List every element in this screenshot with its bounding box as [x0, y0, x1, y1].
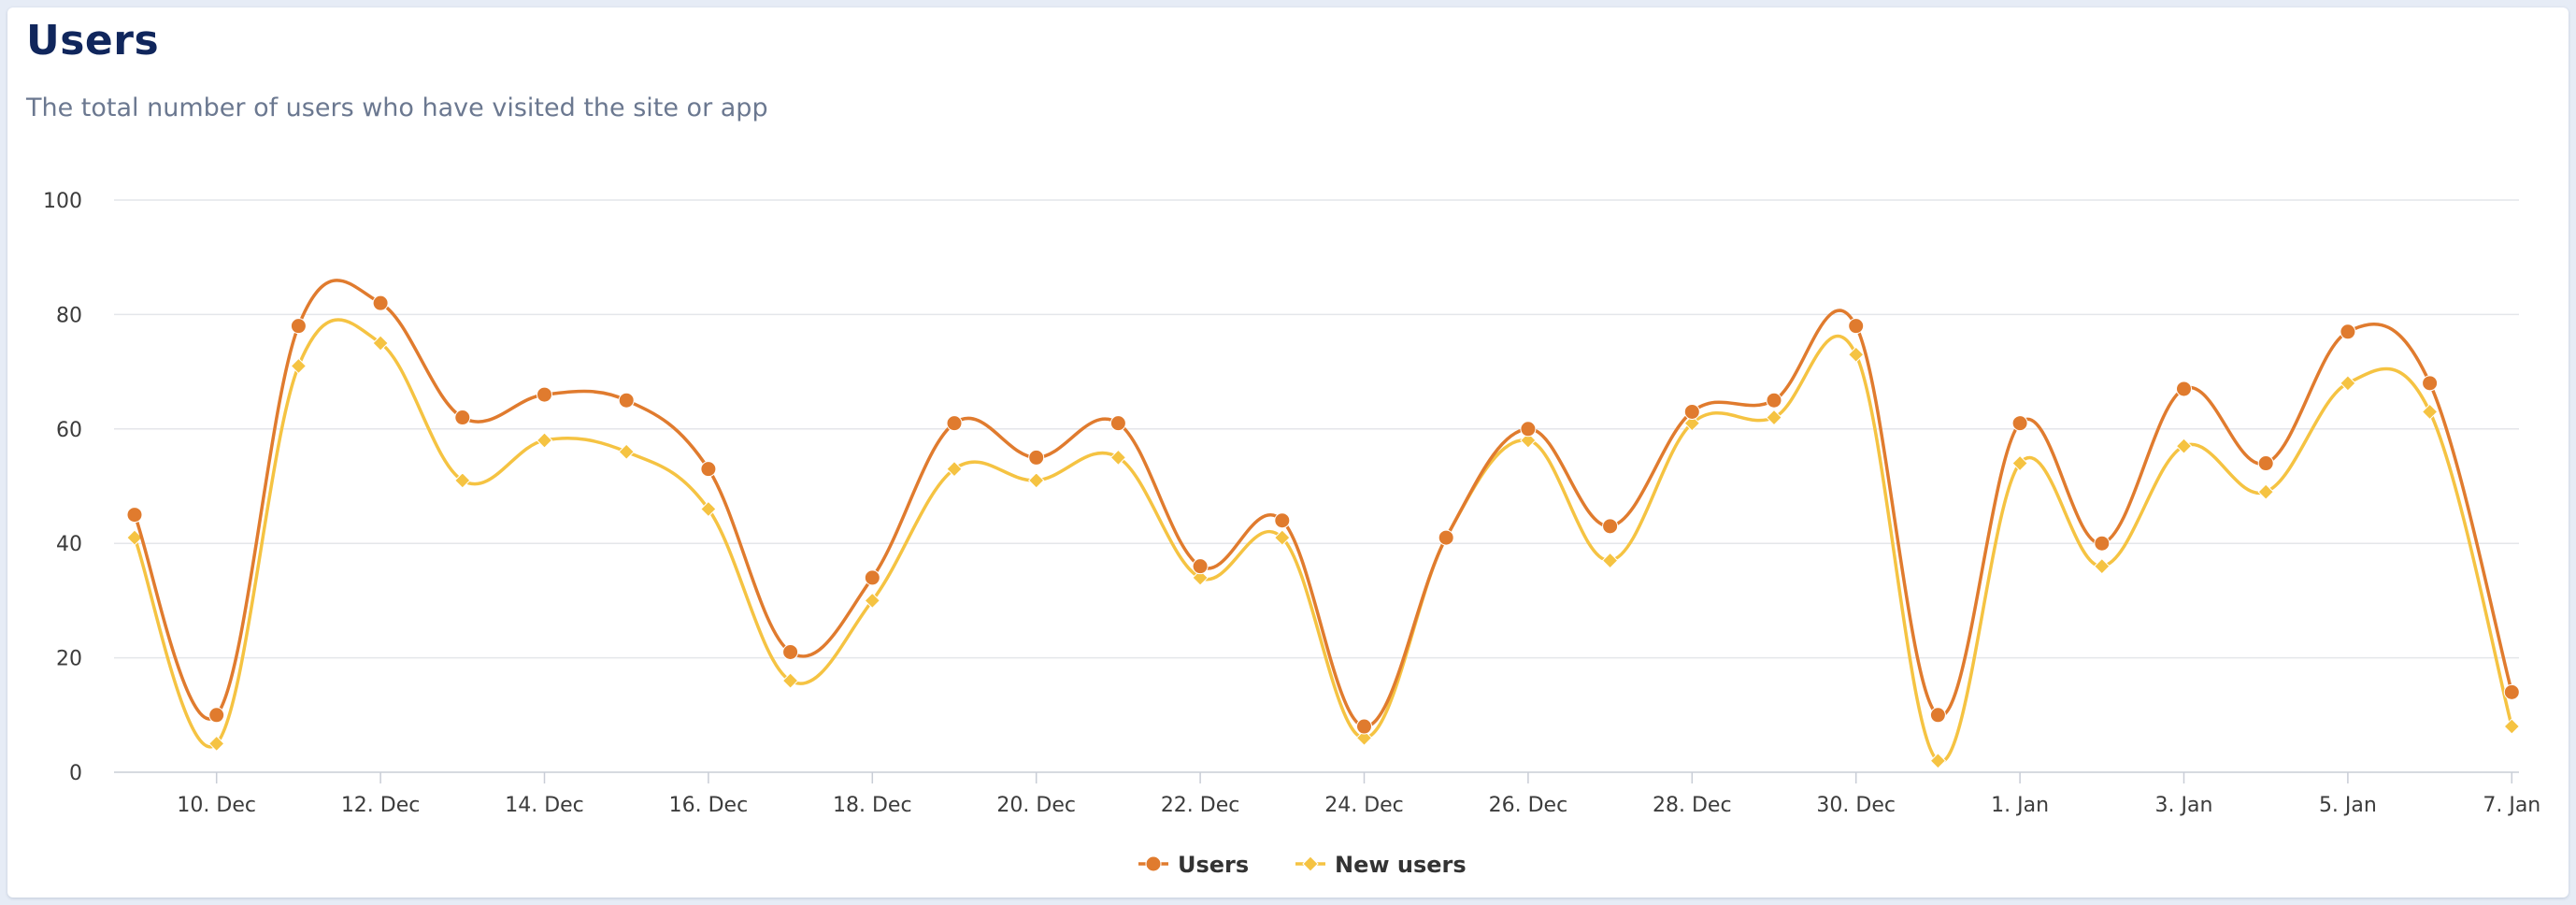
data-point-users[interactable] [2340, 323, 2356, 340]
data-point-new-users[interactable] [2421, 403, 2439, 421]
data-point-users[interactable] [700, 461, 717, 478]
data-point-new-users[interactable] [618, 443, 635, 460]
data-point-new-users[interactable] [290, 357, 308, 375]
data-point-users[interactable] [782, 643, 799, 660]
x-tick-label: 16. Dec [669, 794, 749, 817]
data-point-new-users[interactable] [1192, 569, 1209, 586]
data-point-users[interactable] [2176, 381, 2192, 397]
data-point-users[interactable] [1848, 318, 1865, 335]
y-tick-label: 0 [69, 762, 82, 785]
x-tick-label: 7. Jan [2483, 794, 2540, 817]
y-tick-label: 100 [43, 190, 82, 213]
x-tick-label: 20. Dec [996, 794, 1076, 817]
data-point-new-users[interactable] [372, 335, 389, 352]
legend-label-users: Users [1178, 852, 1249, 878]
data-point-new-users[interactable] [2094, 557, 2111, 575]
data-point-new-users[interactable] [1520, 432, 1537, 449]
grid-lines [114, 199, 2519, 773]
data-point-new-users[interactable] [1683, 414, 1701, 432]
legend-item-users[interactable]: Users [1138, 852, 1249, 878]
legend-label-new-users: New users [1335, 852, 1467, 878]
data-point-users[interactable] [2094, 535, 2111, 552]
y-tick-label: 80 [56, 304, 82, 327]
data-point-new-users[interactable] [1847, 346, 1865, 363]
data-point-new-users[interactable] [2340, 375, 2356, 392]
data-point-users[interactable] [537, 386, 552, 403]
data-point-users[interactable] [372, 294, 389, 311]
data-point-users[interactable] [864, 569, 880, 586]
data-point-users[interactable] [2257, 455, 2274, 472]
data-point-users[interactable] [2503, 683, 2520, 700]
x-tick-label: 1. Jan [1991, 794, 2049, 817]
x-tick-label: 12. Dec [341, 794, 421, 817]
data-point-users[interactable] [1520, 421, 1537, 438]
x-tick-label: 10. Dec [177, 794, 256, 817]
data-point-users[interactable] [1602, 518, 1619, 535]
data-point-users[interactable] [1192, 558, 1209, 575]
data-point-users[interactable] [1766, 392, 1782, 409]
data-point-users[interactable] [1929, 707, 1946, 724]
data-point-new-users[interactable] [781, 672, 799, 689]
data-point-users[interactable] [2011, 415, 2028, 432]
data-point-users[interactable] [290, 318, 307, 335]
chart-card: Users The total number of users who have… [7, 7, 2569, 898]
data-point-new-users[interactable] [1027, 472, 1045, 489]
data-point-new-users[interactable] [864, 592, 881, 610]
data-point-users[interactable] [454, 409, 471, 426]
data-point-users[interactable] [1683, 403, 1700, 420]
x-tick-label: 24. Dec [1324, 794, 1404, 817]
data-point-users[interactable] [1109, 415, 1126, 432]
x-tick-label: 26. Dec [1489, 794, 1568, 817]
data-point-new-users[interactable] [946, 460, 963, 478]
legend[interactable]: Users New users [1138, 852, 1467, 878]
x-tick-label: 30. Dec [1816, 794, 1896, 817]
data-point-new-users[interactable] [1355, 729, 1373, 746]
data-point-new-users[interactable] [1274, 529, 1291, 546]
y-tick-label: 40 [56, 533, 82, 556]
x-tick-label: 18. Dec [833, 794, 912, 817]
series-group [126, 279, 2521, 769]
x-tick-label: 22. Dec [1161, 794, 1240, 817]
legend-item-new-users[interactable]: New users [1295, 852, 1467, 878]
data-point-new-users[interactable] [536, 432, 553, 449]
series-line-users [133, 279, 2514, 728]
chart-title: Users [26, 17, 160, 65]
data-point-new-users[interactable] [1766, 409, 1782, 426]
chart-subtitle: The total number of users who have visit… [26, 93, 768, 122]
y-tick-label: 60 [56, 419, 82, 442]
data-point-users[interactable] [1028, 449, 1045, 466]
x-axis-ticks: 10. Dec 12. Dec 14. Dec 16. Dec 18. Dec 20. D… [177, 772, 2540, 817]
x-tick-label: 14. Dec [505, 794, 584, 817]
x-tick-label: 5. Jan [2319, 794, 2377, 817]
data-point-users[interactable] [1438, 529, 1454, 546]
data-point-new-users[interactable] [2257, 483, 2274, 500]
data-point-users[interactable] [946, 415, 963, 432]
data-point-users[interactable] [208, 707, 225, 724]
data-point-new-users[interactable] [208, 735, 225, 753]
x-tick-label: 3. Jan [2155, 794, 2213, 817]
series-users [126, 279, 2520, 735]
y-axis-ticks: 0 20 40 60 80 100 [43, 190, 82, 785]
y-tick-label: 20 [56, 648, 82, 671]
data-point-users[interactable] [1274, 512, 1291, 529]
data-point-users[interactable] [2422, 375, 2439, 392]
legend-marker-users[interactable] [1145, 855, 1162, 872]
series-new-users [126, 318, 2521, 769]
data-point-new-users[interactable] [454, 472, 471, 489]
x-tick-label: 28. Dec [1653, 794, 1732, 817]
users-line-chart: 0 20 40 60 80 100 10. Dec 12. Dec 14. Dec 16. De… [43, 190, 2540, 878]
data-point-users[interactable] [618, 392, 635, 409]
data-point-new-users[interactable] [700, 500, 717, 518]
data-point-users[interactable] [126, 507, 143, 524]
data-point-new-users[interactable] [2503, 718, 2521, 735]
legend-marker-new-users[interactable] [1302, 855, 1319, 872]
data-point-new-users[interactable] [1109, 449, 1127, 467]
data-point-users[interactable] [1356, 718, 1372, 735]
data-point-new-users[interactable] [1929, 753, 1947, 769]
data-point-new-users[interactable] [2011, 454, 2028, 472]
series-line-new-users [133, 318, 2514, 764]
data-point-new-users[interactable] [1601, 552, 1619, 569]
data-point-new-users[interactable] [2175, 438, 2193, 454]
